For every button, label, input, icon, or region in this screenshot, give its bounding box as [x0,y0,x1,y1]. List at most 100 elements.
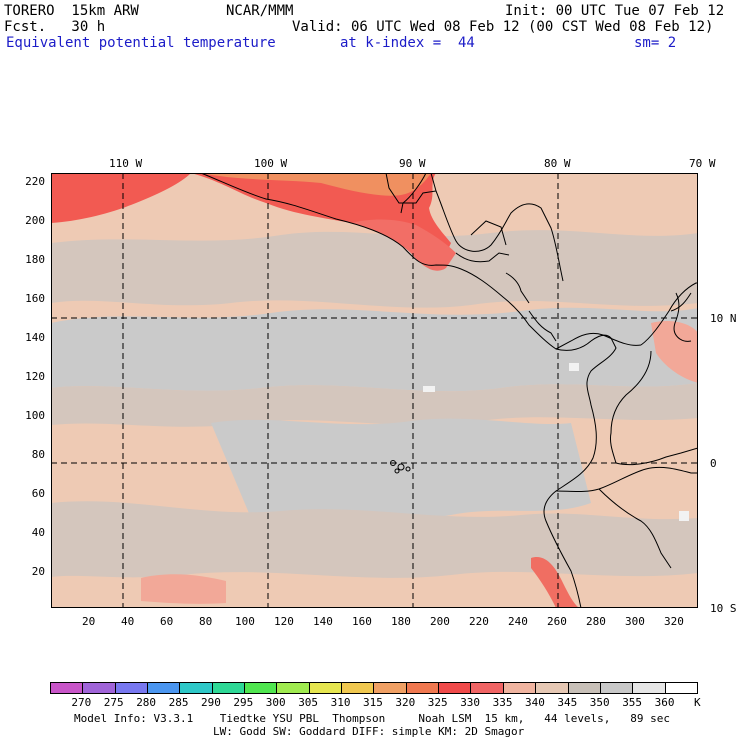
y-tick-label: 140 [25,331,45,344]
colorbar-swatch [600,683,634,693]
colorbar-swatch [148,683,181,693]
model-title: TORERO 15km ARW [4,3,139,19]
field-band-355k-north [51,307,698,392]
colorbar-label: 300 [265,696,286,709]
lat-label-10s: 10 S [710,602,737,615]
colorbar-label: 320 [395,696,416,709]
colorbar-swatch [83,683,116,693]
lat-label-0: 0 [710,457,717,470]
theta-e-map [51,173,698,608]
x-tick-label: 40 [121,615,135,628]
plot-frame [51,173,698,608]
field-band-350k [51,230,698,308]
colorbar-swatch [503,683,537,693]
y-tick-label: 60 [31,487,45,500]
lat-label-10n: 10 N [710,312,737,325]
colorbar-swatch [115,683,149,693]
field-patch-325k-north [201,173,431,196]
colorbar-swatch [212,683,246,693]
colorbar-label: K [694,696,701,709]
colorbar-swatch [471,683,504,693]
colorbar-label: 350 [589,696,610,709]
model-info: Model Info: V3.3.1 Tiedtke YSU PBL Thomp… [74,712,671,725]
x-tick-label: 160 [352,615,372,628]
field-patch-335k-north [351,219,456,271]
forecast-hour: Fcst. 30 h [4,19,106,35]
y-tick-label: 180 [25,253,45,266]
colorbar-swatch [245,683,278,693]
y-tick-label: 100 [25,409,45,422]
colorbar-swatch [633,683,666,693]
colorbar-swatch [439,683,472,693]
x-tick-label: 100 [235,615,255,628]
x-tick-label: 20 [82,615,96,628]
x-tick-label: 120 [274,615,294,628]
colorbar [50,682,698,694]
lon-label-90w: 90 W [399,157,426,170]
y-tick-label: 160 [25,292,45,305]
field-patch-330k-north [51,173,451,268]
field-patch-340k-sw [141,574,226,604]
colorbar-label: 345 [557,696,578,709]
x-tick-label: 200 [430,615,450,628]
colorbar-swatch [309,683,343,693]
x-tick-label: 60 [160,615,174,628]
x-tick-label: 80 [199,615,213,628]
field-band-355k-south [211,418,591,520]
x-tick-label: 300 [625,615,645,628]
colorbar-label: 310 [330,696,351,709]
colorbar-label: 280 [136,696,157,709]
lon-label-100w: 100 W [254,157,288,170]
colorbar-label: 290 [201,696,221,709]
field-patch-360k [423,386,435,392]
colorbar-label: 340 [525,696,545,709]
coastlines [200,173,698,608]
y-tick-label: 120 [25,370,45,383]
x-tick-label: 220 [469,615,489,628]
colorbar-label: 275 [103,696,124,709]
colorbar-label: 330 [460,696,481,709]
colorbar-swatch [568,683,601,693]
colorbar-label: 335 [492,696,513,709]
level-label: at k-index = 44 [340,35,475,51]
colorbar-swatch [374,683,407,693]
colorbar-label: 355 [622,696,643,709]
x-tick-label: 260 [547,615,567,628]
field-name: Equivalent potential temperature [6,35,276,51]
lat-lon-grid [51,173,698,608]
colorbar-swatch [277,683,310,693]
colorbar-label: 270 [71,696,92,709]
field-band-350k-mid [51,383,698,427]
valid-time: Valid: 06 UTC Wed 08 Feb 12 (00 CST Wed … [292,19,714,35]
smoothing-label: sm= 2 [634,35,677,51]
colorbar-swatch [406,683,440,693]
y-tick-label: 80 [31,448,45,461]
physics-info: LW: Godd SW: Goddard DIFF: simple KM: 2D… [213,725,525,738]
lon-label-110w: 110 W [109,157,143,170]
y-tick-label: 20 [31,565,45,578]
colorbar-swatch [536,683,569,693]
field-patch-360k [569,363,579,371]
x-tick-label: 140 [313,615,333,628]
y-tick-label: 220 [25,175,45,188]
y-tick-label: 40 [31,526,45,539]
colorbar-label: 305 [298,696,319,709]
field-patch-335k-south [531,557,579,608]
colorbar-swatch [665,683,697,693]
x-tick-label: 180 [391,615,411,628]
x-tick-label: 240 [508,615,528,628]
lon-label-80w: 80 W [544,157,571,170]
field-patch-360k [679,511,689,521]
colorbar-swatch [180,683,213,693]
init-time: Init: 00 UTC Tue 07 Feb 12 [505,3,725,19]
colorbar-label: 315 [363,696,383,709]
colorbar-label: 360 [654,696,675,709]
y-tick-label: 200 [25,214,45,227]
field-patch-340k-east [651,321,698,383]
lon-label-70w: 70 W [689,157,716,170]
colorbar-label: 285 [168,696,189,709]
x-tick-label: 320 [664,615,684,628]
colorbar-swatch [342,683,375,693]
x-tick-label: 280 [586,615,606,628]
org-label: NCAR/MMM [226,3,294,19]
